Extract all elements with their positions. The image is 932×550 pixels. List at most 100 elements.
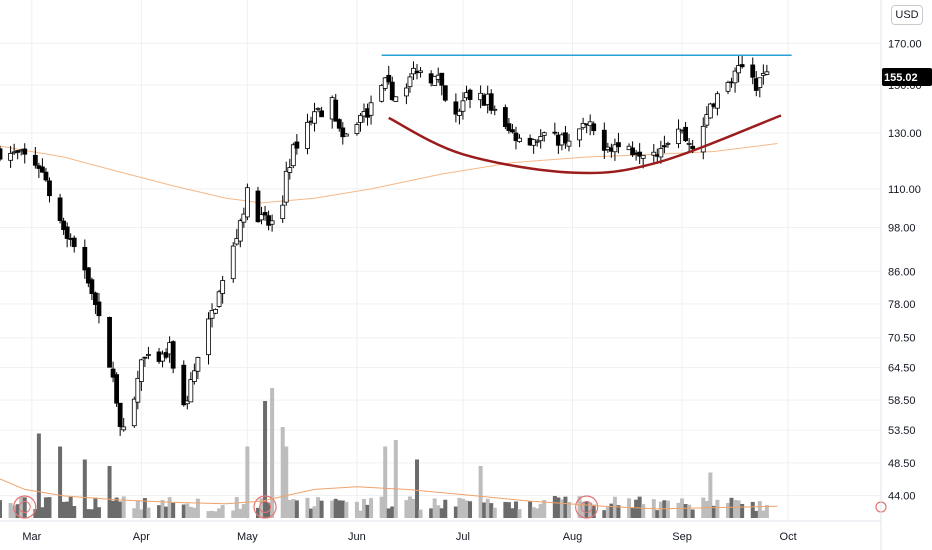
volume-bar [65,501,70,518]
candle-body [389,81,395,101]
candle-body [750,64,756,78]
candle-body [290,144,296,167]
candle-body [676,128,681,145]
earnings-marker-core [18,501,31,513]
currency-button[interactable]: USD [891,5,923,25]
volume-bar [584,501,589,518]
time-tick-label: Sep [672,531,692,543]
candle-body [630,147,635,156]
candle-body [601,129,607,151]
volume-bar [411,498,416,518]
earnings-marker-ring [13,495,37,519]
candle-body [61,220,67,231]
volume-bar [8,503,13,518]
volume-bar [764,505,769,518]
volume-bar [715,499,720,518]
price-tick-label: 78.00 [888,299,916,311]
volume-bar [132,508,137,518]
volume-bar [146,507,151,518]
volume-bar [460,498,465,518]
volume-bar [305,497,310,518]
earnings-marker-core [580,501,593,513]
candle-body [255,190,261,223]
volume-bar [531,507,536,518]
candle-body [502,107,508,127]
candle-body [460,100,466,112]
volume-bar [259,498,264,518]
volume-bar [270,388,275,518]
candle-body [47,180,52,197]
volume-bar [683,504,688,518]
volume-bar [167,497,172,518]
candle-body [439,72,445,86]
volume-bar [19,497,24,518]
volume-bar [478,466,483,518]
price-tick-label: 98.00 [888,223,916,235]
volume-bar [432,498,437,518]
volume-bar [605,506,610,518]
volume-bar [192,507,197,518]
candle-body [241,213,247,223]
volume-bar [213,511,218,518]
cup-pattern-curve[interactable] [388,114,782,175]
earnings-marker-core [259,501,272,513]
candle-body [43,171,49,181]
volume-bar [616,505,621,518]
candle-body [230,245,236,280]
time-tick-label: Mar [22,531,41,543]
volume-bar [210,510,215,518]
candle-body [517,137,522,142]
candle-body [343,133,349,137]
candle-body [191,370,197,382]
time-axis[interactable]: Mar Apr May Jun Jul Aug Sep Oct [22,531,796,543]
price-tick-label: 70.50 [888,333,916,345]
volume-bar [287,499,292,518]
volume-bar [665,500,670,518]
volume-bar [61,501,66,518]
earnings-marker[interactable] [13,495,37,519]
volume-bar [96,507,101,518]
volume-bar [354,501,359,518]
volume-bar [333,498,338,518]
earnings-marker[interactable] [575,495,599,519]
price-moving-average-line [0,143,778,204]
candle-body [114,374,120,404]
volume-bar [86,509,91,518]
candle-body [305,121,310,149]
volume-bar [655,510,660,518]
volume-bar [195,498,200,518]
volume-bar [418,509,423,518]
price-tick-label: 86.00 [888,266,916,278]
candle-body [96,301,102,317]
volume-bar [740,503,745,518]
volume-bar [206,511,211,518]
candle-body [700,125,706,153]
volume-bar [82,459,87,518]
candle-body [616,142,621,148]
candle-body [658,148,664,158]
price-axis[interactable]: 170.00150.00130.00110.0098.0086.0078.007… [888,38,922,502]
candle-body [534,140,540,143]
volume-bar [443,499,448,518]
candle-body [188,379,194,403]
candle-body [661,145,667,148]
candle-body [40,166,45,173]
volume-bar [634,499,639,518]
earnings-marker-ring [253,495,277,519]
candle-body [725,82,731,92]
volume-bar [358,510,363,518]
candle-body [467,89,473,100]
earnings-marker[interactable] [253,495,277,519]
volume-bar [676,502,681,518]
volume-bar [43,497,48,518]
candle-body [432,76,438,86]
volume-bar [15,504,20,518]
volume-bar [280,427,285,518]
price-tick-label: 110.00 [888,184,921,196]
candle-body [538,136,544,142]
candle-body [15,150,21,153]
volume-bar [231,510,236,518]
volume-bar [736,500,741,518]
candle-body [358,114,363,123]
